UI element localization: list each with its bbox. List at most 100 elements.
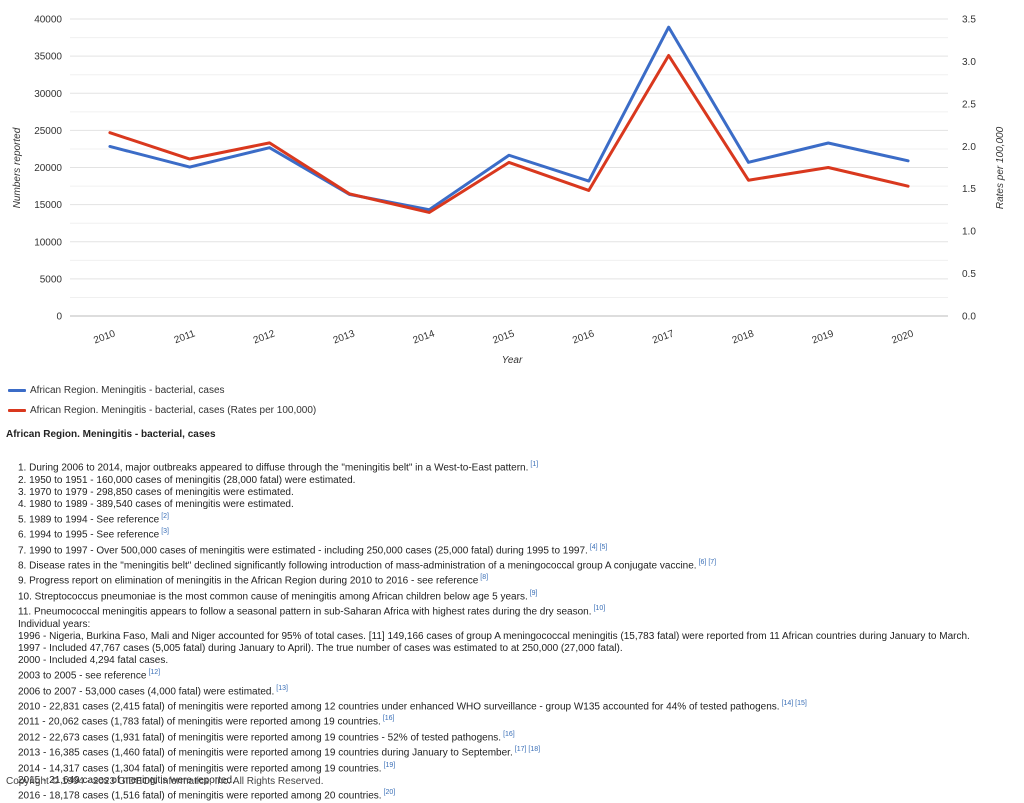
right-axis-ticks: 0.00.51.01.52.02.53.03.5 bbox=[962, 15, 976, 323]
note-line: 11. Pneumococcal meningitis appears to f… bbox=[18, 603, 1022, 618]
note-text: 9. Progress report on elimination of men… bbox=[18, 576, 478, 587]
reference-link[interactable]: [16] bbox=[383, 715, 395, 722]
note-line: 2006 to 2007 - 53,000 cases (4,000 fatal… bbox=[18, 683, 1022, 698]
note-line: 2014 - 14,317 cases (1,304 fatal) of men… bbox=[18, 760, 1022, 775]
chart-legend: African Region. Meningitis - bacterial, … bbox=[8, 380, 316, 420]
reference-link[interactable]: [19] bbox=[384, 762, 396, 769]
note-line: 10. Streptococcus pneumoniae is the most… bbox=[18, 588, 1022, 603]
note-line: 2003 to 2005 - see reference[12] bbox=[18, 667, 1022, 682]
line-chart: 0 5000 10000 15000 20000 25000 30000 35000 40000… bbox=[0, 0, 1024, 372]
x-tick-label: 2020 bbox=[890, 328, 915, 346]
y-tick-label: 5000 bbox=[40, 274, 63, 285]
reference-link[interactable]: [13] bbox=[276, 685, 288, 692]
reference-link[interactable]: [8] bbox=[480, 574, 488, 581]
x-tick-label: 2015 bbox=[491, 328, 516, 346]
series-line-rates bbox=[110, 55, 908, 212]
note-text: 2016 - 18,178 cases (1,516 fatal) of men… bbox=[18, 791, 382, 802]
x-tick-label: 2012 bbox=[252, 328, 277, 346]
y-tick-label: 15000 bbox=[34, 200, 62, 211]
series-lines bbox=[110, 27, 908, 212]
note-line: 9. Progress report on elimination of men… bbox=[18, 572, 1022, 587]
notes-list: 1. During 2006 to 2014, major outbreaks … bbox=[6, 459, 1022, 803]
reference-link[interactable]: [12] bbox=[148, 669, 160, 676]
reference-link[interactable]: [10] bbox=[593, 605, 605, 612]
y-tick-label: 25000 bbox=[34, 126, 62, 137]
note-line: 8. Disease rates in the "meningitis belt… bbox=[18, 557, 1022, 572]
note-text: Individual years: bbox=[18, 619, 90, 630]
reference-link[interactable]: [2] bbox=[161, 513, 169, 520]
note-text: 2006 to 2007 - 53,000 cases (4,000 fatal… bbox=[18, 686, 274, 697]
note-text: 8. Disease rates in the "meningitis belt… bbox=[18, 560, 697, 571]
x-axis-title: Year bbox=[502, 355, 523, 366]
reference-link[interactable]: [17] [18] bbox=[515, 746, 540, 753]
legend-item-rates[interactable]: African Region. Meningitis - bacterial, … bbox=[8, 400, 316, 420]
x-tick-label: 2016 bbox=[571, 328, 596, 346]
y2-tick-label: 2.5 bbox=[962, 99, 976, 110]
x-tick-label: 2014 bbox=[412, 328, 437, 346]
y-tick-label: 20000 bbox=[34, 163, 62, 174]
y2-axis-title: Rates per 100,000 bbox=[995, 126, 1006, 209]
note-line: Individual years: bbox=[18, 619, 1022, 631]
note-line: 6. 1994 to 1995 - See reference[3] bbox=[18, 526, 1022, 541]
note-line: 2. 1950 to 1951 - 160,000 cases of menin… bbox=[18, 475, 1022, 487]
legend-swatch-rates bbox=[8, 409, 26, 412]
note-line: 1997 - Included 47,767 cases (5,005 fata… bbox=[18, 643, 1022, 655]
reference-link[interactable]: [6] [7] bbox=[699, 559, 717, 566]
note-line: 4. 1980 to 1989 - 389,540 cases of menin… bbox=[18, 499, 1022, 511]
note-text: 11. Pneumococcal meningitis appears to f… bbox=[18, 607, 591, 618]
note-text: 2012 - 22,673 cases (1,931 fatal) of men… bbox=[18, 732, 501, 743]
y-tick-label: 30000 bbox=[34, 89, 62, 100]
note-text: 2003 to 2005 - see reference bbox=[18, 670, 146, 681]
reference-link[interactable]: [4] [5] bbox=[590, 544, 608, 551]
note-text: 2014 - 14,317 cases (1,304 fatal) of men… bbox=[18, 763, 382, 774]
note-text: 1996 - Nigeria, Burkina Faso, Mali and N… bbox=[18, 631, 970, 642]
x-tick-label: 2011 bbox=[173, 328, 197, 346]
y-tick-label: 35000 bbox=[34, 52, 62, 63]
y2-tick-label: 0.5 bbox=[962, 269, 976, 280]
legend-label-cases: African Region. Meningitis - bacterial, … bbox=[30, 385, 225, 396]
y2-tick-label: 1.0 bbox=[962, 227, 976, 238]
y2-tick-label: 2.0 bbox=[962, 142, 976, 153]
note-text: 4. 1980 to 1989 - 389,540 cases of menin… bbox=[18, 499, 294, 510]
reference-link[interactable]: [14] [15] bbox=[782, 700, 807, 707]
note-line: 2000 - Included 4,294 fatal cases. bbox=[18, 655, 1022, 667]
note-text: 7. 1990 to 1997 - Over 500,000 cases of … bbox=[18, 545, 588, 556]
x-tick-label: 2018 bbox=[731, 328, 756, 346]
reference-link[interactable]: [1] bbox=[530, 461, 538, 468]
series-line-cases bbox=[110, 27, 908, 210]
x-tick-label: 2013 bbox=[332, 328, 357, 346]
note-line: 1. During 2006 to 2014, major outbreaks … bbox=[18, 459, 1022, 474]
chart-gridlines bbox=[70, 19, 948, 316]
note-line: 2012 - 22,673 cases (1,931 fatal) of men… bbox=[18, 729, 1022, 744]
note-text: 1. During 2006 to 2014, major outbreaks … bbox=[18, 462, 528, 473]
x-tick-label: 2010 bbox=[92, 328, 117, 346]
legend-label-rates: African Region. Meningitis - bacterial, … bbox=[30, 405, 316, 416]
note-line: 1996 - Nigeria, Burkina Faso, Mali and N… bbox=[18, 631, 1022, 643]
note-line: 5. 1989 to 1994 - See reference[2] bbox=[18, 511, 1022, 526]
y2-tick-label: 3.5 bbox=[962, 15, 976, 26]
reference-link[interactable]: [3] bbox=[161, 528, 169, 535]
reference-link[interactable]: [16] bbox=[503, 731, 515, 738]
note-line: 2011 - 20,062 cases (1,783 fatal) of men… bbox=[18, 713, 1022, 728]
reference-link[interactable]: [9] bbox=[530, 590, 538, 597]
note-line: 3. 1970 to 1979 - 298,850 cases of menin… bbox=[18, 487, 1022, 499]
copyright-text: Copyright © 1994 - 2023 GIDEON Informati… bbox=[6, 776, 324, 787]
legend-item-cases[interactable]: African Region. Meningitis - bacterial, … bbox=[8, 380, 316, 400]
note-text: 2. 1950 to 1951 - 160,000 cases of menin… bbox=[18, 475, 355, 486]
y-tick-label: 0 bbox=[56, 312, 62, 323]
y2-tick-label: 3.0 bbox=[962, 57, 976, 68]
note-text: 2000 - Included 4,294 fatal cases. bbox=[18, 655, 168, 666]
legend-swatch-cases bbox=[8, 389, 26, 392]
note-text: 2013 - 16,385 cases (1,460 fatal) of men… bbox=[18, 748, 513, 759]
note-text: 2011 - 20,062 cases (1,783 fatal) of men… bbox=[18, 717, 381, 728]
y-tick-label: 40000 bbox=[34, 15, 62, 26]
notes-section: African Region. Meningitis - bacterial, … bbox=[6, 429, 1022, 803]
note-text: 3. 1970 to 1979 - 298,850 cases of menin… bbox=[18, 487, 294, 498]
note-text: 6. 1994 to 1995 - See reference bbox=[18, 530, 159, 541]
y-axis-title: Numbers reported bbox=[12, 127, 23, 208]
y-tick-label: 10000 bbox=[34, 237, 62, 248]
reference-link[interactable]: [20] bbox=[384, 789, 396, 796]
note-line: 2010 - 22,831 cases (2,415 fatal) of men… bbox=[18, 698, 1022, 713]
note-text: 10. Streptococcus pneumoniae is the most… bbox=[18, 591, 528, 602]
left-axis-ticks: 0 5000 10000 15000 20000 25000 30000 35000 40000 bbox=[34, 15, 62, 323]
